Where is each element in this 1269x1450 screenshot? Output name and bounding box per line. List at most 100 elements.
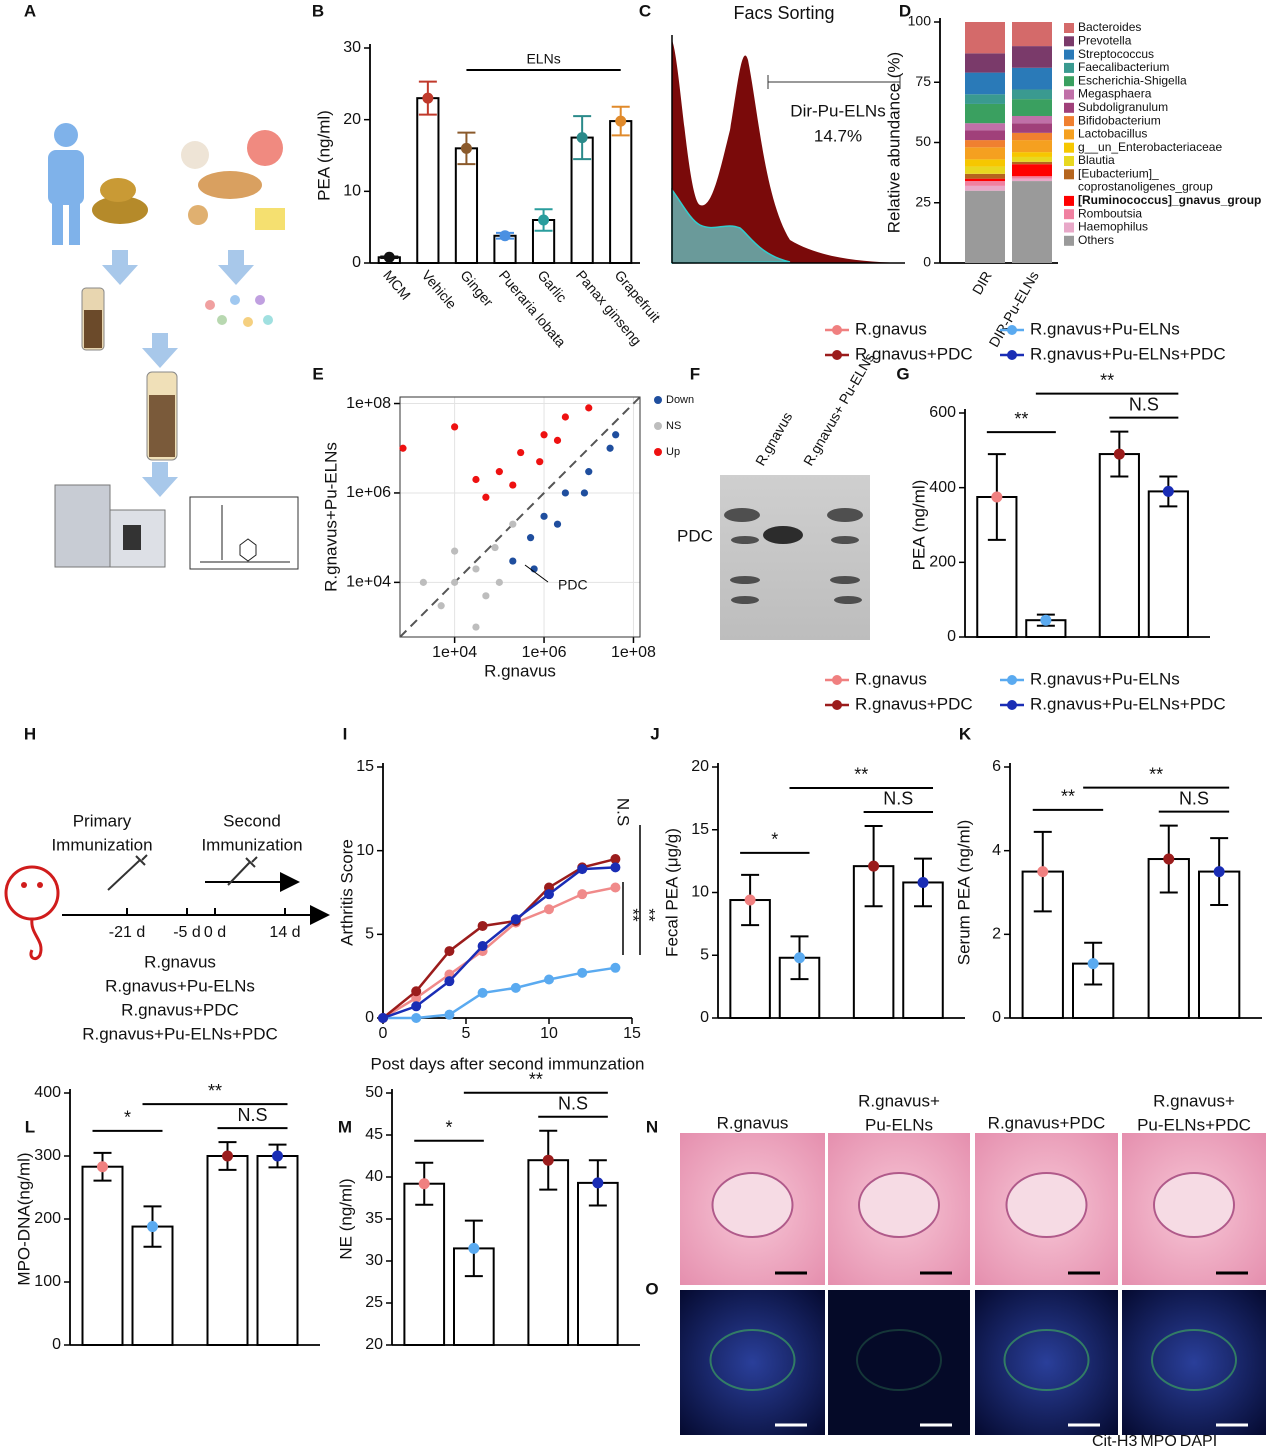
significance-label: N.S [558,1094,588,1114]
mean-dot [576,132,588,144]
point [577,889,588,900]
point [585,468,593,476]
significance-label: N.S [237,1105,267,1125]
panel-letter: D [899,1,911,20]
bar [1098,453,1140,639]
legend-swatch [1064,102,1074,113]
point [577,967,588,978]
point [517,448,525,457]
stack-segment [1012,181,1052,263]
y-tick-label: 15 [356,758,374,775]
y-tick-label: 50 [915,133,931,149]
day-label: 14 d [269,924,300,941]
mean-dot [794,952,806,964]
stack-segment [965,103,1005,124]
y-tick-label: 1e+06 [346,484,391,501]
point [544,889,554,900]
mean-dot [460,142,472,154]
y-tick-label: 50 [365,1084,383,1101]
he-tissue [1005,1172,1088,1238]
y-axis-label: Fecal PEA (μg/g) [662,828,681,957]
legend-swatch [1064,116,1074,127]
series-line [382,866,616,1020]
mean-dot [592,1177,604,1189]
stack-segment [965,159,1005,167]
legend-dot [654,422,662,430]
point [482,592,490,600]
stack-segment [965,181,1005,186]
mean-dot [468,1242,480,1254]
point [510,982,521,993]
point [495,578,503,586]
panel-letter: G [896,364,909,383]
legend-dot [832,700,842,710]
mean-dot [499,230,511,242]
point [482,493,490,501]
if-image [1122,1290,1266,1435]
bar [609,120,633,264]
legend-label: R.gnavus+PDC [855,694,973,713]
y-axis-label: Relative abundance (%) [884,52,903,233]
diagonal [399,396,641,638]
legend-label: Streptococcus [1078,47,1154,61]
significance-label: N.S [1179,788,1209,808]
y-tick-label: 100 [34,1273,61,1290]
legend-label: R.gnavus+Pu-ELNs+PDC [1030,344,1226,363]
y-axis-label: R.gnavus+Pu-ELNs [321,442,340,592]
point [561,413,569,421]
stack-segment [965,123,1005,131]
stack-segment [1012,164,1052,177]
day-label: 0 d [204,924,226,941]
point [477,987,488,998]
mean-dot [383,251,395,263]
if-image [680,1290,825,1435]
bar [403,1182,446,1346]
point [526,534,535,542]
point [561,489,569,497]
x-tick-label: 10 [540,1025,558,1042]
point [553,436,562,444]
bar [81,1165,124,1346]
legend-dot [654,448,662,456]
legend-label: Haemophilus [1078,220,1148,234]
point [411,986,422,997]
y-tick-label: 0 [352,254,361,271]
point [580,489,589,497]
image-title: R.gnavus+ [1153,1091,1235,1110]
band-label: PDC [677,526,713,545]
significance-label: ** [1100,370,1114,390]
x-tick-label: 1e+06 [522,644,567,661]
y-axis-label: Serum PEA (ng/ml) [954,820,973,966]
point [610,854,621,865]
mean-dot [418,1178,430,1190]
point [472,475,480,484]
point [411,1013,422,1023]
significance-label: * [124,1108,131,1128]
stack-segment [1012,89,1052,100]
legend-dot [1007,350,1017,360]
category-label: Vehicle [419,267,460,312]
significance-label: N.S [883,789,913,809]
y-tick-label: 25 [365,1294,383,1311]
stack-segment [965,140,1005,148]
y-axis-label: PEA (ng/ml) [909,480,928,571]
image-title: R.gnavus [717,1113,789,1132]
y-tick-label: 0 [947,628,956,645]
y-tick-label: 0 [923,254,931,270]
lane-label: R.gnavus [752,409,795,468]
stack-segment [1012,178,1052,182]
legend-label: Up [666,446,680,458]
legend-label: Faecalibacterium [1078,60,1169,74]
y-tick-label: 45 [365,1126,383,1143]
x-axis-label: R.gnavus [484,661,556,680]
image-title: R.gnavus+ [858,1091,940,1110]
point [444,946,455,957]
panel-letter: F [690,364,700,383]
y-tick-label: 30 [365,1252,383,1269]
y-tick-label: 30 [343,39,361,56]
mean-dot [538,214,550,226]
y-tick-label: 10 [356,842,374,859]
legend-label: NS [666,420,681,432]
legend-label: [Ruminococcus]_gnavus_group [1078,193,1261,207]
